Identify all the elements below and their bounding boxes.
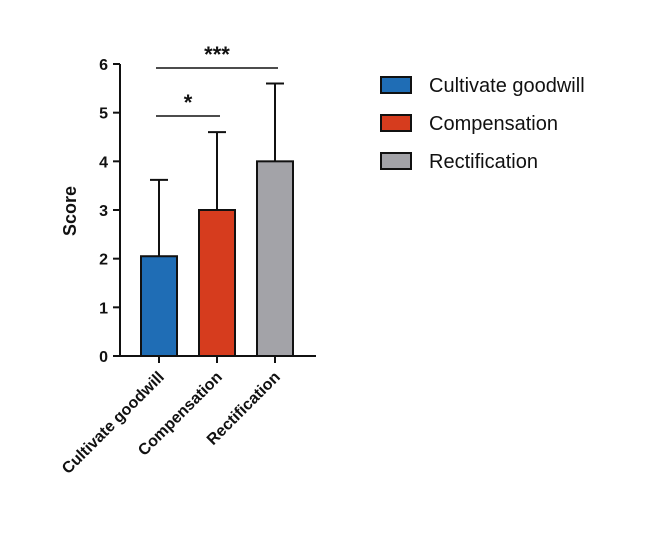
plot-area: 0 1 2 3 4 5 6 Cultivate goodwillCompensationRe… <box>59 42 316 478</box>
y-tick-label: 2 <box>99 252 108 269</box>
y-tick-label: 0 <box>99 349 108 366</box>
y-tick-label: 5 <box>99 106 108 123</box>
y-axis-ticks: 0 1 2 3 4 5 6 <box>99 57 120 366</box>
bars <box>140 160 294 358</box>
legend: Cultivate goodwill Compensation Rectificat… <box>380 75 585 173</box>
error-bars <box>150 82 284 257</box>
bar-compensation <box>198 209 236 357</box>
legend-swatch <box>380 114 412 132</box>
y-tick-label: 3 <box>99 203 108 220</box>
x-tick-label: Cultivate goodwill <box>59 369 168 478</box>
significance-label: * <box>184 90 193 115</box>
legend-swatch <box>380 76 412 94</box>
y-axis-title: Score <box>60 186 80 236</box>
bar-rectification <box>256 160 294 357</box>
x-axis-ticks: Cultivate goodwillCompensationRectificat… <box>59 356 284 478</box>
y-tick-label: 1 <box>99 300 108 317</box>
significance-brackets: **** <box>156 42 278 117</box>
legend-label: Cultivate goodwill <box>429 75 585 97</box>
significance-label: *** <box>204 42 230 67</box>
bar-cultivate-goodwill <box>140 255 178 358</box>
legend-label: Rectification <box>429 151 538 173</box>
legend-swatch <box>380 152 412 170</box>
y-tick-label: 6 <box>99 57 108 74</box>
legend-label: Compensation <box>429 113 558 135</box>
y-tick-label: 4 <box>99 154 108 171</box>
